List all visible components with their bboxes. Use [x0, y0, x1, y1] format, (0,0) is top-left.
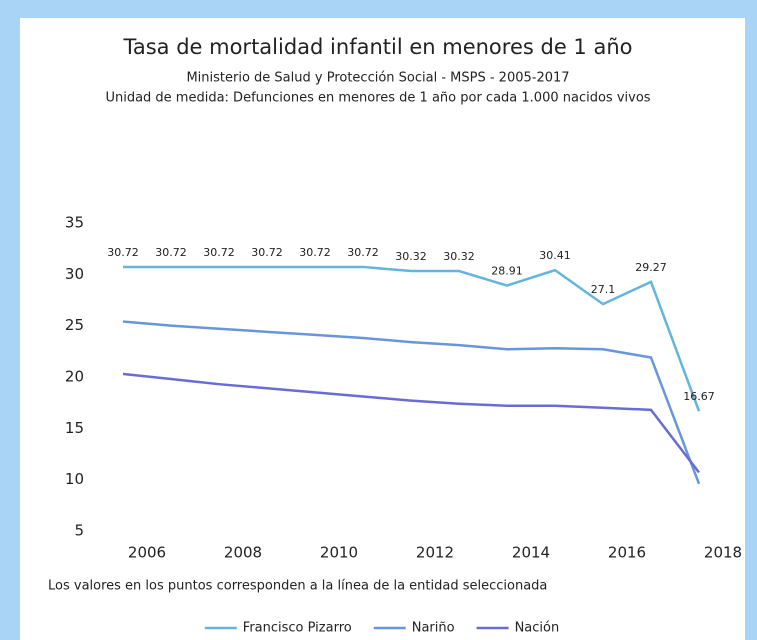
data-label: 30.72 — [203, 246, 235, 259]
y-tick-label: 5 — [74, 522, 84, 540]
y-tick-label: 30 — [65, 265, 84, 283]
data-label: 30.72 — [107, 246, 139, 259]
x-tick-label: 2010 — [320, 544, 358, 562]
data-label: 30.32 — [443, 250, 475, 263]
x-tick-label: 2008 — [224, 544, 262, 562]
chart-subtitle: Ministerio de Salud y Protección Social … — [186, 71, 569, 86]
legend-label: Nariño — [412, 621, 455, 636]
data-label: 30.72 — [155, 246, 187, 259]
series-line — [122, 320, 701, 485]
data-label: 27.1 — [591, 283, 616, 296]
y-tick-label: 35 — [65, 214, 84, 232]
unit-note: Unidad de medida: Defunciones en menores… — [105, 91, 650, 106]
data-label: 30.41 — [539, 249, 571, 262]
data-label: 30.72 — [251, 246, 283, 259]
data-label: 29.27 — [635, 261, 667, 274]
data-label: 30.32 — [395, 250, 427, 263]
data-label: 30.72 — [299, 246, 331, 259]
x-tick-label: 2016 — [608, 544, 646, 562]
panel — [20, 18, 745, 640]
y-tick-label: 20 — [65, 368, 84, 386]
data-label: 30.72 — [347, 246, 379, 259]
series-line — [122, 372, 700, 474]
series-line — [123, 265, 701, 412]
y-tick-label: 25 — [65, 316, 84, 334]
data-label: 28.91 — [491, 265, 523, 278]
legend-label: Francisco Pizarro — [243, 621, 352, 636]
data-label: 16.67 — [683, 390, 715, 403]
x-tick-label: 2012 — [416, 544, 454, 562]
footnote: Los valores en los puntos corresponden a… — [48, 579, 547, 594]
y-tick-label: 10 — [65, 470, 84, 488]
y-tick-label: 15 — [65, 419, 84, 437]
x-tick-label: 2014 — [512, 544, 550, 562]
x-tick-label: 2006 — [128, 544, 166, 562]
legend-label: Nación — [515, 621, 560, 636]
x-tick-label: 2018 — [704, 544, 742, 562]
chart-title: Tasa de mortalidad infantil en menores d… — [123, 35, 633, 59]
